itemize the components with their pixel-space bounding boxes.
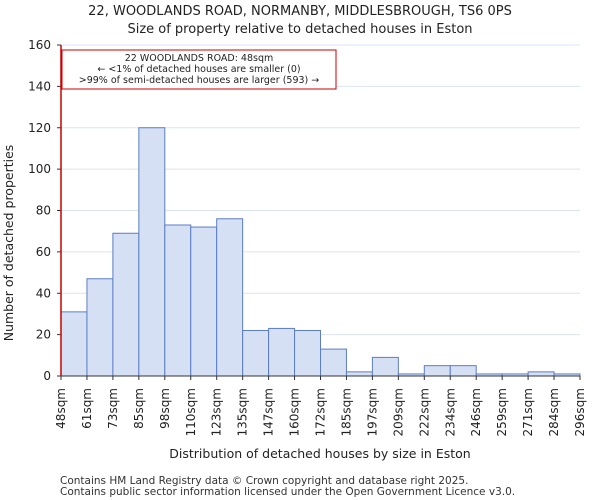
- bar-85sqm: [138, 127, 166, 377]
- y-tick-label: 100: [28, 162, 51, 176]
- bar-147sqm: [268, 327, 296, 377]
- chart-subtitle: Size of property relative to detached ho…: [127, 22, 472, 37]
- annotation-box: 22 WOODLANDS ROAD: 48sqm ← <1% of detach…: [61, 49, 337, 90]
- annotation-line-3: >99% of semi-detached houses are larger …: [79, 75, 320, 86]
- annotation-line-2: ← <1% of detached houses are smaller (0): [97, 64, 300, 75]
- bar-271sqm: [527, 371, 555, 377]
- y-tick-label: 60: [36, 245, 51, 259]
- x-tick-label-271sqm: 271sqm: [521, 388, 535, 436]
- annotation-line-1: 22 WOODLANDS ROAD: 48sqm: [125, 53, 274, 64]
- x-tick-label-259sqm: 259sqm: [495, 388, 509, 436]
- x-tick-label-98sqm: 98sqm: [158, 388, 172, 429]
- x-tick-label-73sqm: 73sqm: [106, 388, 120, 429]
- x-tick-label-185sqm: 185sqm: [339, 388, 353, 436]
- bar-222sqm: [423, 365, 451, 377]
- x-tick-label-61sqm: 61sqm: [80, 388, 94, 429]
- x-tick-label-48sqm: 48sqm: [54, 388, 68, 429]
- x-tick-label-234sqm: 234sqm: [443, 388, 457, 436]
- y-tick-label: 0: [43, 369, 51, 383]
- bars: [60, 127, 581, 377]
- y-tick-label: 120: [28, 121, 51, 135]
- x-tick-label-110sqm: 110sqm: [184, 388, 198, 436]
- y-tick-label: 140: [28, 79, 51, 93]
- x-tick-label-123sqm: 123sqm: [210, 388, 224, 436]
- bar-48sqm: [60, 311, 88, 377]
- bar-61sqm: [86, 278, 114, 377]
- x-tick-label-160sqm: 160sqm: [288, 388, 302, 436]
- x-tick-label-197sqm: 197sqm: [365, 388, 379, 436]
- x-tick-label-222sqm: 222sqm: [417, 388, 431, 436]
- footer-line-2: Contains public sector information licen…: [60, 486, 515, 498]
- bar-197sqm: [371, 356, 399, 377]
- x-tick-label-284sqm: 284sqm: [547, 388, 561, 436]
- y-ticks: 0 20 40 60 80 100 120 140 160: [28, 38, 61, 383]
- x-ticks: 48sqm 61sqm 73sqm 85sqm 98sqm 110sqm 123sqm 135…: [54, 376, 587, 436]
- x-tick-label-85sqm: 85sqm: [132, 388, 146, 429]
- bar-160sqm: [294, 329, 321, 377]
- footer-line-1: Contains HM Land Registry data © Crown c…: [60, 475, 468, 487]
- x-tick-label-147sqm: 147sqm: [262, 388, 276, 436]
- x-axis-label: Distribution of detached houses by size …: [169, 446, 470, 461]
- x-tick-label-172sqm: 172sqm: [314, 388, 328, 436]
- bar-185sqm: [345, 371, 373, 377]
- y-tick-label: 20: [36, 328, 51, 342]
- bar-110sqm: [190, 226, 218, 377]
- x-tick-label-135sqm: 135sqm: [236, 388, 250, 436]
- x-tick-label-246sqm: 246sqm: [469, 388, 483, 436]
- bar-172sqm: [320, 348, 347, 377]
- x-tick-label-296sqm: 296sqm: [573, 388, 587, 436]
- bar-135sqm: [242, 329, 270, 377]
- y-tick-label: 40: [36, 286, 51, 300]
- bar-234sqm: [449, 365, 477, 377]
- bar-123sqm: [216, 218, 244, 377]
- chart-title: 22, WOODLANDS ROAD, NORMANBY, MIDDLESBRO…: [88, 4, 512, 19]
- y-tick-label: 80: [36, 204, 51, 218]
- x-tick-label-209sqm: 209sqm: [391, 388, 405, 436]
- bar-73sqm: [112, 232, 140, 377]
- y-tick-label: 160: [28, 38, 51, 52]
- y-axis-label: Number of detached properties: [1, 145, 16, 342]
- bar-98sqm: [164, 224, 192, 377]
